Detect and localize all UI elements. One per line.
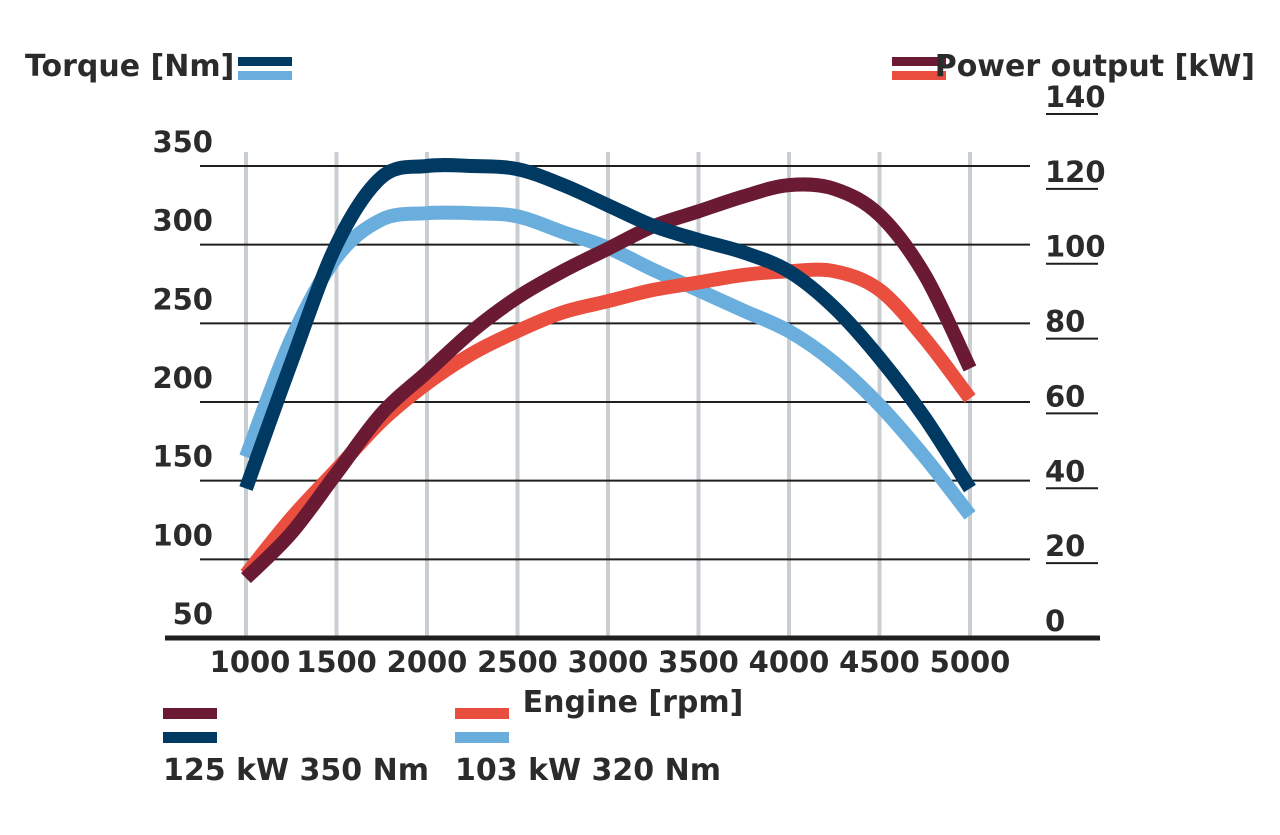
legend: 125 kW 350 Nm 103 kW 320 Nm (163, 708, 721, 788)
legend-label-125kw: 125 kW 350 Nm (163, 753, 429, 788)
left-tick-label: 150 (152, 440, 213, 474)
left-axis-title-swatch-dark (238, 57, 292, 66)
right-tick-label: 60 (1045, 379, 1085, 413)
legend-swatch-103kw-torque (455, 732, 509, 743)
right-tick-label: 40 (1045, 454, 1085, 488)
right-tick-label: 0 (1045, 604, 1065, 638)
x-tick-label: 3500 (658, 645, 739, 679)
legend-swatch-125kw-torque (163, 732, 217, 743)
legend-swatch-125kw-power (163, 708, 217, 719)
x-tick-label: 1000 (210, 645, 291, 679)
left-tick-label: 300 (152, 204, 213, 238)
series-line-power-125kw (241, 177, 977, 584)
x-tick-label: 1500 (296, 645, 377, 679)
x-tick-label: 4000 (749, 645, 830, 679)
series-line-torque-125kw (239, 158, 976, 493)
right-axis-ticks: 0 20 40 60 80 100 120 140 (1045, 80, 1106, 638)
series-lines (165, 158, 1100, 641)
right-tick-label: 140 (1045, 80, 1106, 114)
legend-label-103kw: 103 kW 320 Nm (455, 753, 721, 788)
left-tick-label: 200 (152, 361, 213, 395)
x-tick-label: 5000 (930, 645, 1011, 679)
x-axis-ticks: 1000 1500 2000 2500 3000 3500 4000 4500 5000 (210, 645, 1011, 679)
left-axis-title-swatch-light (238, 71, 292, 80)
x-tick-label: 3000 (568, 645, 649, 679)
legend-swatch-103kw-power (455, 708, 509, 719)
x-tick-label: 2500 (477, 645, 558, 679)
left-axis-title: Torque [Nm] (25, 49, 234, 84)
left-tick-label: 100 (152, 518, 213, 552)
x-tick-label: 2000 (387, 645, 468, 679)
x-axis-title: Engine [rpm] (523, 685, 744, 720)
right-axis-title: Power output [kW] (935, 49, 1255, 84)
right-tick-label: 120 (1045, 155, 1106, 189)
left-tick-label: 250 (152, 282, 213, 316)
x-tick-label: 4500 (839, 645, 920, 679)
left-tick-label: 350 (152, 125, 213, 159)
right-axis-title-swatch-dark (892, 57, 946, 66)
right-tick-label: 80 (1045, 305, 1085, 339)
left-tick-label: 50 (173, 597, 213, 631)
right-axis-title-swatch-light (892, 71, 946, 80)
left-axis-ticks: 50 100 150 200 250 300 350 (152, 125, 213, 631)
right-tick-label: 20 (1045, 529, 1085, 563)
right-tick-label: 100 (1045, 230, 1106, 264)
